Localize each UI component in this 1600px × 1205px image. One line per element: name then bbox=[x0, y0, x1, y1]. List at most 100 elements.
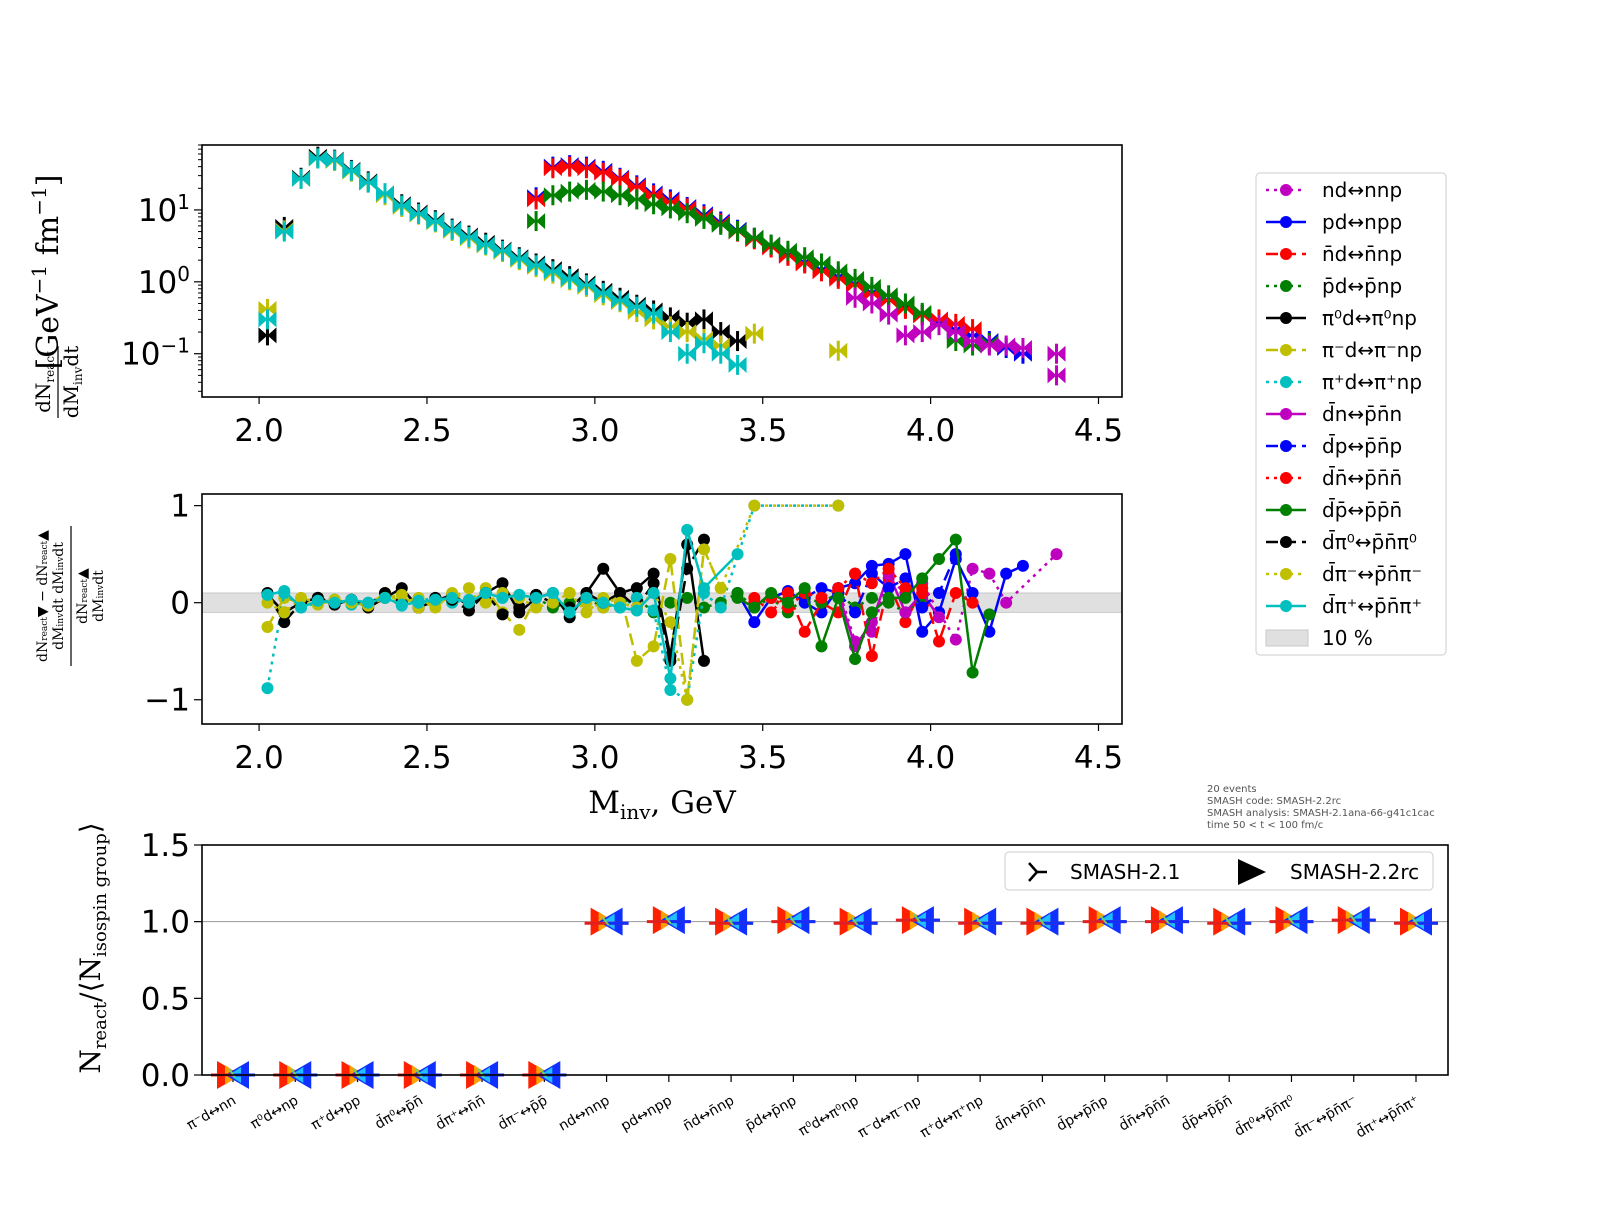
legend-label: p̄d↔p̄np bbox=[1322, 274, 1402, 298]
category-marker bbox=[709, 907, 754, 936]
data-point bbox=[933, 553, 946, 566]
legend-label: d̄n↔p̄n̄n bbox=[1322, 401, 1402, 426]
data-point bbox=[949, 586, 962, 599]
data-point bbox=[426, 211, 445, 232]
data-point bbox=[412, 596, 425, 609]
data-point bbox=[1016, 559, 1029, 572]
y-tick-label: −1 bbox=[144, 683, 190, 719]
series bbox=[798, 548, 962, 619]
y-tick-label: 0 bbox=[170, 586, 190, 622]
data-point bbox=[748, 601, 761, 614]
data-point bbox=[630, 582, 643, 595]
data-point bbox=[916, 601, 929, 614]
data-point bbox=[678, 203, 697, 224]
data-point bbox=[731, 548, 744, 561]
data-point bbox=[577, 275, 596, 296]
data-point bbox=[963, 331, 982, 352]
data-point bbox=[1013, 338, 1032, 359]
middle-panel: 2.0 2.5 3.0 3.5 4.0 4.5 −1 0 1 bbox=[144, 489, 1123, 776]
x-tick-label: 4.5 bbox=[1074, 413, 1123, 449]
bottom-ylabel: Nreact/⟨Nisospin group⟩ bbox=[74, 822, 111, 1073]
data-point bbox=[694, 208, 713, 229]
data-point bbox=[846, 287, 865, 308]
data-point bbox=[916, 625, 929, 638]
x-tick-label: p̄d↔p̄np bbox=[743, 1093, 800, 1135]
data-point bbox=[594, 162, 613, 183]
legend-label: pd↔npp bbox=[1322, 210, 1402, 234]
middle-xlabel: Minv, GeV bbox=[588, 785, 736, 824]
legend-label: d̄π⁺↔p̄n̄π⁺ bbox=[1322, 593, 1422, 618]
data-point bbox=[627, 296, 646, 317]
x-tick-label: pd↔npp bbox=[618, 1093, 675, 1135]
data-point bbox=[966, 666, 979, 679]
category-marker bbox=[1331, 906, 1376, 935]
data-point bbox=[795, 247, 814, 268]
x-tick-label: d̄p↔p̄n̄p bbox=[1053, 1091, 1111, 1134]
legend-entry: d̄π⁺↔p̄n̄π⁺ bbox=[1266, 593, 1422, 618]
data-point bbox=[748, 616, 761, 629]
data-point bbox=[630, 591, 643, 604]
y-tick-label: 101 bbox=[138, 190, 190, 229]
data-point bbox=[1000, 567, 1013, 580]
data-point bbox=[899, 591, 912, 604]
data-point bbox=[745, 227, 764, 248]
data-point bbox=[949, 533, 962, 546]
data-point bbox=[594, 181, 613, 202]
svg-text:dMinvdt dMinvdt: dMinvdt dMinvdt bbox=[51, 542, 67, 650]
svg-text:Minv, GeV: Minv, GeV bbox=[588, 785, 736, 824]
x-tick-label: n̄d↔n̄np bbox=[680, 1093, 737, 1135]
info-line: SMASH code: SMASH-2.2rc bbox=[1207, 796, 1341, 807]
category-marker bbox=[1144, 906, 1189, 935]
data-point bbox=[882, 562, 895, 575]
data-point bbox=[865, 650, 878, 663]
data-point bbox=[278, 606, 291, 619]
y-tick-label: 100 bbox=[138, 262, 190, 301]
data-point bbox=[527, 189, 546, 210]
data-point bbox=[879, 285, 898, 306]
data-point bbox=[812, 253, 831, 274]
data-point bbox=[375, 183, 394, 204]
x-tick-label: d̄π⁺↔p̄n̄π⁺ bbox=[1353, 1091, 1422, 1141]
data-point bbox=[694, 333, 713, 354]
data-point bbox=[378, 591, 391, 604]
data-point bbox=[946, 322, 965, 343]
middle-plot-frame bbox=[201, 493, 1123, 725]
data-point bbox=[846, 268, 865, 289]
data-point bbox=[479, 596, 492, 609]
category-marker bbox=[1394, 907, 1438, 936]
data-point bbox=[849, 567, 862, 580]
data-point bbox=[530, 591, 543, 604]
data-point bbox=[829, 340, 848, 361]
data-point bbox=[647, 567, 660, 580]
legend-entry: n̄d↔n̄np bbox=[1266, 242, 1402, 266]
legend-entry: d̄π⁰↔p̄n̄π⁰ bbox=[1266, 529, 1417, 554]
svg-text:dMinvdt: dMinvdt bbox=[91, 570, 107, 622]
top-ylabel: [GeV−1 fm−1] bbox=[27, 175, 66, 370]
data-point bbox=[342, 160, 361, 181]
data-point bbox=[664, 596, 677, 609]
category-marker bbox=[1020, 907, 1065, 936]
version-legend: SMASH-2.1 SMASH-2.2rc bbox=[1004, 851, 1434, 891]
category-marker bbox=[958, 907, 1003, 936]
data-point bbox=[949, 548, 962, 561]
legend-entry: d̄n̄↔p̄n̄n̄ bbox=[1266, 465, 1402, 490]
legend-label-smash-22rc: SMASH-2.2rc bbox=[1290, 860, 1419, 884]
x-tick-label: π⁺d↔pp bbox=[309, 1093, 364, 1134]
data-point bbox=[728, 331, 747, 352]
x-tick-label: d̄n↔p̄n̄n bbox=[991, 1091, 1048, 1134]
data-point bbox=[694, 309, 713, 330]
y-tick-label: 0.5 bbox=[141, 981, 190, 1017]
data-point bbox=[261, 620, 274, 633]
data-point bbox=[644, 194, 663, 215]
category-marker bbox=[1207, 907, 1252, 936]
data-point bbox=[865, 591, 878, 604]
x-tick-label: π⁰d↔np bbox=[248, 1093, 301, 1133]
data-point bbox=[580, 606, 593, 619]
data-point bbox=[832, 591, 845, 604]
category-marker bbox=[1269, 906, 1314, 935]
data-point bbox=[711, 343, 730, 364]
data-point bbox=[983, 608, 996, 621]
data-point bbox=[983, 567, 996, 580]
data-point bbox=[661, 322, 680, 343]
data-point bbox=[882, 582, 895, 595]
